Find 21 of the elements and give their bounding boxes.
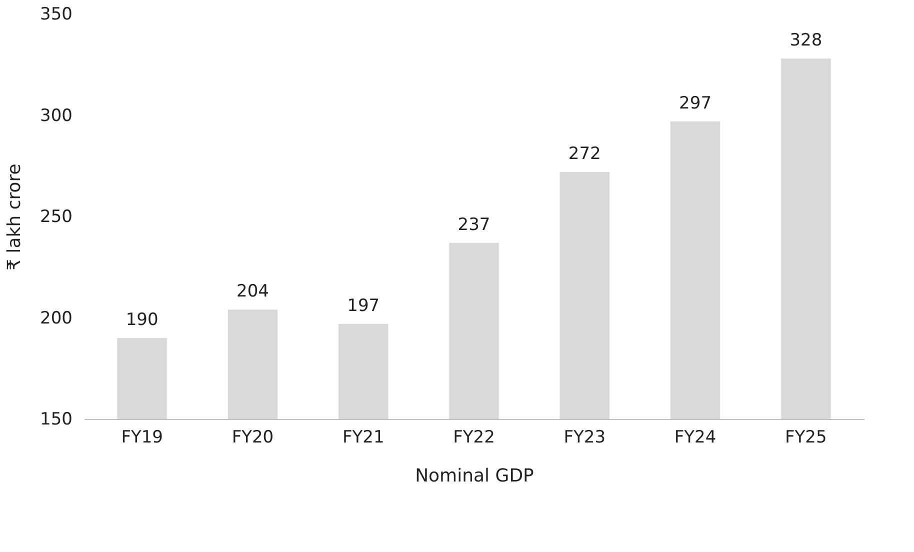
y-tick-label: 250 bbox=[40, 207, 72, 227]
y-tick-label: 300 bbox=[40, 106, 72, 126]
data-label: 190 bbox=[126, 310, 158, 330]
x-axis-title: Nominal GDP bbox=[415, 466, 534, 486]
y-axis-title: ₹ lakh crore bbox=[4, 164, 26, 270]
x-tick-label: FY25 bbox=[785, 428, 827, 448]
data-label: 297 bbox=[679, 93, 712, 114]
data-label: 197 bbox=[347, 296, 380, 316]
data-label: 204 bbox=[236, 282, 269, 302]
data-label: 328 bbox=[790, 30, 822, 51]
y-tick-label: 350 bbox=[40, 4, 72, 24]
x-tick-label: FY20 bbox=[232, 428, 274, 448]
x-tick-label: FY21 bbox=[342, 428, 384, 448]
data-label: 272 bbox=[568, 144, 601, 164]
x-tick-label: FY19 bbox=[121, 428, 163, 448]
y-tick-label: 150 bbox=[40, 410, 72, 430]
x-tick-label: FY24 bbox=[674, 428, 716, 448]
x-tick-label: FY23 bbox=[564, 428, 606, 448]
y-tick-label: 200 bbox=[40, 308, 72, 328]
x-tick-label: FY22 bbox=[453, 428, 495, 448]
data-label: 237 bbox=[458, 214, 490, 235]
